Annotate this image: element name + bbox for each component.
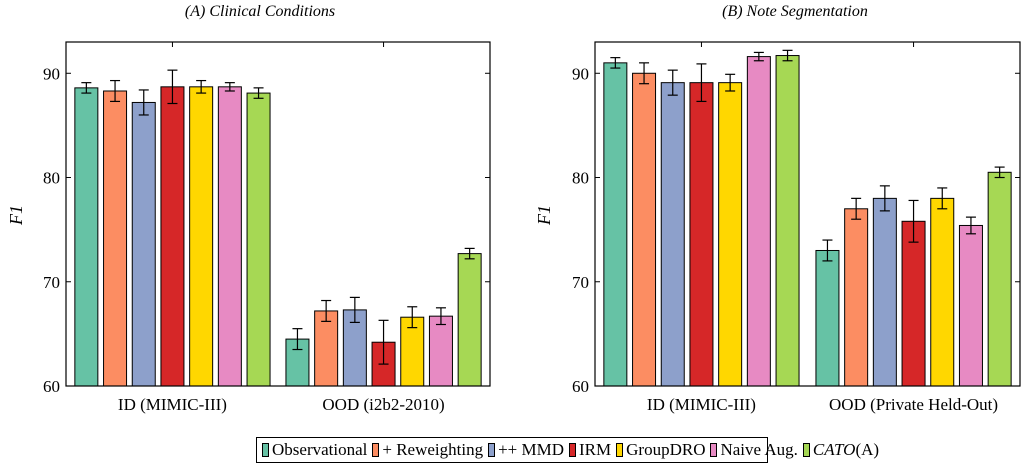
panel-note-segmentation: (B) Note Segmentation F1 60 70 80 90 ID (MIM…	[534, 3, 1021, 414]
bar-observational	[603, 62, 628, 387]
bar-cato-a	[246, 92, 271, 387]
legend-label-mmd: ++ MMD	[498, 440, 565, 459]
legend-swatch-mmd	[488, 443, 496, 457]
panel-clinical-conditions: (A) Clinical Conditions F1 60 70 80 90 ID (M…	[6, 3, 491, 414]
bar-naive-aug	[746, 56, 771, 387]
panel-b-ylabel: F1	[534, 205, 554, 226]
legend-swatch-naive-aug	[710, 443, 718, 457]
legend-label-reweighting: + Reweighting	[382, 440, 484, 459]
x-tick-label: ID (MIMIC-III)	[647, 395, 756, 414]
legend-label-groupdro: GroupDRO	[626, 440, 706, 459]
bar-naive-aug	[428, 315, 453, 387]
legend-label-irm: IRM	[579, 440, 612, 459]
legend-item-observational: Observational	[262, 440, 367, 460]
bar-cato-a	[775, 55, 800, 387]
legend-item-mmd: ++ MMD	[488, 440, 564, 460]
bar-reweighting	[632, 72, 657, 387]
legend-swatch-irm	[569, 443, 577, 457]
bar-observational	[815, 249, 840, 387]
bar-observational	[74, 87, 99, 387]
bar-mmd	[872, 197, 897, 387]
x-tick-label: ID (MIMIC-III)	[118, 395, 227, 414]
axes-frame	[594, 41, 1021, 387]
legend-swatch-reweighting	[372, 443, 380, 457]
bar-reweighting	[844, 208, 869, 387]
bar-cato-a	[987, 171, 1012, 387]
bar-groupdro	[718, 82, 743, 387]
legend-item-reweighting: + Reweighting	[372, 440, 483, 460]
legend-label-cato: CATO	[812, 440, 856, 459]
legend: Observational + Reweighting ++ MMD IRM G…	[256, 437, 879, 463]
legend-swatch-groupdro	[616, 443, 624, 457]
legend-item-naive-aug: Naive Aug.	[710, 440, 798, 460]
legend-item-irm: IRM	[569, 440, 611, 460]
panel-a-title: (A) Clinical Conditions	[185, 3, 335, 20]
bar-reweighting	[314, 310, 339, 387]
panel-b-title: (B) Note Segmentation	[722, 3, 868, 20]
y-tick-label: 60	[572, 377, 589, 396]
bar-naive-aug	[217, 86, 242, 387]
bar-groupdro	[189, 86, 214, 387]
panel-a-ylabel: F1	[6, 205, 26, 226]
bar-groupdro	[930, 197, 955, 387]
legend-swatch-cato	[802, 443, 810, 457]
x-tick-label: OOD (Private Held-Out)	[829, 395, 998, 414]
y-tick-label: 80	[43, 169, 60, 188]
y-tick-label: 60	[43, 377, 60, 396]
y-tick-label: 90	[43, 64, 60, 83]
bar-mmd	[660, 82, 685, 387]
legend-item-cato: CATO (A)	[802, 440, 880, 460]
legend-label-observational: Observational	[272, 440, 368, 459]
bar-irm	[901, 220, 926, 387]
y-tick-label: 70	[43, 273, 60, 292]
axes-frame	[65, 41, 491, 387]
x-tick-label: OOD (i2b2-2010)	[322, 395, 444, 414]
y-tick-label: 70	[572, 273, 589, 292]
bar-naive-aug	[958, 224, 983, 387]
y-tick-label: 80	[572, 169, 589, 188]
bar-irm	[160, 86, 185, 387]
legend-item-groupdro: GroupDRO	[616, 440, 705, 460]
legend-swatch-observational	[262, 443, 269, 457]
y-tick-label: 90	[572, 64, 589, 83]
bar-reweighting	[103, 90, 128, 387]
legend-label-naive-aug: Naive Aug.	[720, 440, 798, 459]
bar-mmd	[131, 101, 156, 387]
bar-cato-a	[457, 253, 482, 387]
legend-label-cato-suffix: (A)	[855, 440, 880, 459]
bar-irm	[689, 82, 714, 387]
